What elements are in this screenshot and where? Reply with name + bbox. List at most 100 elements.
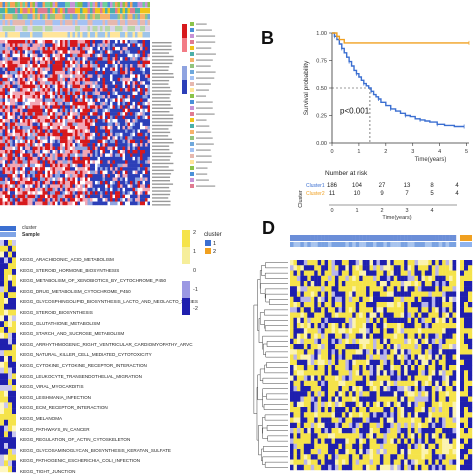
pathway-label: KEGG_STEROID_HORMONE_BIOSYNTHESIS [20, 267, 120, 273]
heatmap-cell [102, 40, 106, 44]
annotation-cell [20, 32, 23, 38]
heatmap-cell [107, 70, 111, 75]
heatmap-cell [140, 194, 143, 199]
heatmap-cell [393, 302, 398, 308]
heatmap-cell [17, 129, 21, 134]
heatmap-cell [0, 84, 3, 89]
heatmap-cell [0, 198, 3, 202]
row-label [152, 155, 171, 158]
heatmap-cell [300, 354, 305, 360]
heatmap-cell [32, 156, 36, 161]
heatmap-cell [47, 194, 51, 199]
heatmap-cell [8, 298, 13, 304]
heatmap-cell [22, 150, 26, 154]
heatmap-cell [55, 180, 58, 185]
heatmap-cell [352, 365, 356, 371]
heatmap-cell [87, 57, 91, 61]
heatmap-cell [120, 95, 123, 99]
heatmap-cell [72, 201, 76, 206]
heatmap-cell [334, 291, 339, 297]
heatmap-cell [72, 156, 76, 161]
cluster-strip [296, 242, 301, 247]
annotation-cell [120, 20, 123, 26]
heatmap-cell [2, 153, 6, 158]
dendrogram-branch [263, 446, 288, 452]
annotation-cell [147, 2, 150, 8]
heatmap-cell [0, 448, 5, 455]
heatmap-cell [12, 112, 16, 116]
heatmap-cell [431, 296, 436, 303]
heatmap-cell [95, 122, 98, 127]
heatmap-cell [5, 146, 8, 151]
heatmap-cell [112, 146, 116, 151]
heatmap-cell [2, 91, 6, 96]
annotation-cell [70, 26, 73, 32]
heatmap-cell [67, 174, 71, 178]
heatmap-cell [122, 74, 126, 79]
heatmap-cell [404, 275, 408, 282]
heatmap-cell [137, 129, 141, 134]
heatmap-cell [421, 380, 426, 387]
heatmap-cell [42, 187, 46, 192]
annotation-cell [57, 20, 61, 26]
heatmap-cell [460, 370, 465, 376]
heatmap-cell [17, 105, 21, 109]
heatmap-cell [310, 317, 315, 324]
heatmap-cell [85, 91, 88, 96]
heatmap-cell [62, 129, 66, 134]
annotation-cell [65, 14, 68, 20]
heatmap-cell [95, 191, 98, 195]
heatmap-cell [125, 64, 128, 68]
heatmap-cell [27, 81, 31, 85]
heatmap-cell [82, 191, 86, 195]
heatmap-cell [328, 328, 332, 334]
heatmap-cell [296, 312, 301, 318]
heatmap-cell [369, 370, 374, 376]
annotation-cell [127, 14, 131, 20]
heatmap-cell [307, 270, 311, 276]
heatmap-cell [62, 46, 66, 51]
heatmap-cell [345, 354, 349, 360]
heatmap-cell [40, 143, 43, 147]
heatmap-cell [107, 187, 111, 192]
legend-chip [190, 76, 194, 80]
heatmap-cell [65, 153, 68, 158]
annotation-cell [140, 8, 143, 14]
heatmap-cell [373, 370, 377, 376]
heatmap-cell [67, 150, 71, 154]
heatmap-cell [22, 146, 26, 151]
heatmap-cell [4, 367, 9, 374]
heatmap-cell [355, 370, 360, 376]
heatmap-cell [60, 163, 63, 168]
annotation-cell [92, 20, 96, 26]
heatmap-cell [310, 323, 315, 329]
heatmap-cell [7, 43, 11, 48]
annotation-cell [42, 8, 46, 14]
heatmap-cell [400, 307, 405, 313]
heatmap-cell [334, 354, 339, 360]
heatmap-cell [431, 302, 436, 308]
cluster-strip [404, 242, 408, 247]
heatmap-cell [85, 191, 88, 195]
heatmap-cell [321, 365, 325, 371]
heatmap-cell [97, 163, 101, 168]
heatmap-cell [2, 43, 6, 48]
annotation-cell [60, 20, 63, 26]
heatmap-cell [317, 344, 322, 350]
heatmap-cell [468, 323, 473, 329]
heatmap-cell [97, 95, 101, 99]
heatmap-cell [22, 201, 26, 206]
heatmap-cell [72, 132, 76, 137]
heatmap-cell [110, 119, 113, 123]
heatmap-cell [115, 146, 118, 151]
heatmap-cell [22, 115, 26, 120]
heatmap-cell [5, 50, 8, 54]
heatmap-cell [390, 338, 394, 345]
heatmap-cell [67, 136, 71, 140]
heatmap-cell [341, 302, 346, 308]
heatmap-cell [383, 375, 388, 381]
heatmap-cell [414, 344, 419, 350]
heatmap-cell [62, 67, 66, 72]
heatmap-cell [348, 270, 353, 276]
heatmap-cell [40, 84, 43, 89]
